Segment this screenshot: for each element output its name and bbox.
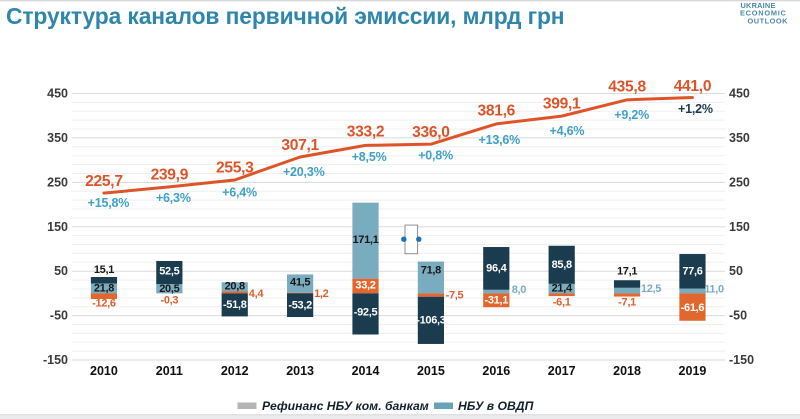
svg-text:20,5: 20,5 xyxy=(159,283,179,295)
svg-text:-51,8: -51,8 xyxy=(223,299,247,311)
svg-text:255,3: 255,3 xyxy=(216,159,254,176)
svg-text:2013: 2013 xyxy=(286,364,314,378)
svg-text:+0,8%: +0,8% xyxy=(418,149,453,163)
svg-text:441,0: 441,0 xyxy=(674,78,712,95)
svg-text:2017: 2017 xyxy=(548,364,576,378)
svg-text:150: 150 xyxy=(729,220,750,234)
svg-text:-12,6: -12,6 xyxy=(92,298,116,310)
svg-text:+1,2%: +1,2% xyxy=(678,102,713,116)
svg-text:+13,6%: +13,6% xyxy=(479,133,521,147)
svg-text:11,0: 11,0 xyxy=(704,284,724,296)
svg-text:150: 150 xyxy=(47,220,68,234)
svg-text:2014: 2014 xyxy=(352,364,380,378)
svg-text:-61,6: -61,6 xyxy=(681,302,705,314)
svg-text:52,5: 52,5 xyxy=(159,266,179,278)
svg-text:+6,4%: +6,4% xyxy=(222,186,257,200)
svg-text:225,7: 225,7 xyxy=(85,173,123,190)
svg-text:17,1: 17,1 xyxy=(617,266,637,278)
svg-text:-53,2: -53,2 xyxy=(288,299,312,311)
svg-text:2010: 2010 xyxy=(90,364,118,378)
svg-text:-7,5: -7,5 xyxy=(446,290,464,302)
svg-text:2012: 2012 xyxy=(221,364,249,378)
svg-text:8,0: 8,0 xyxy=(512,284,527,296)
svg-text:+9,2%: +9,2% xyxy=(614,108,649,122)
svg-text:381,6: 381,6 xyxy=(478,103,516,120)
svg-text:333,2: 333,2 xyxy=(347,124,385,141)
svg-text:435,8: 435,8 xyxy=(608,79,646,96)
svg-text:450: 450 xyxy=(729,87,750,101)
svg-text:-7,1: -7,1 xyxy=(618,296,636,308)
svg-text:71,8: 71,8 xyxy=(421,265,441,277)
svg-text:UKRAINE: UKRAINE xyxy=(741,1,776,10)
svg-text:Рефинанс НБУ ком. банкам: Рефинанс НБУ ком. банкам xyxy=(262,399,429,413)
svg-text:OUTLOOK: OUTLOOK xyxy=(748,16,789,25)
svg-text:-92,5: -92,5 xyxy=(354,307,378,319)
svg-text:-0,3: -0,3 xyxy=(160,294,178,306)
svg-text:250: 250 xyxy=(47,175,68,189)
svg-text:2011: 2011 xyxy=(156,364,183,378)
svg-text:12,5: 12,5 xyxy=(641,283,661,295)
svg-text:239,9: 239,9 xyxy=(151,167,189,184)
svg-text:-150: -150 xyxy=(729,353,754,367)
svg-text:2015: 2015 xyxy=(417,364,445,378)
svg-text:33,2: 33,2 xyxy=(355,280,375,292)
svg-text:2019: 2019 xyxy=(679,364,707,378)
svg-text:399,1: 399,1 xyxy=(543,96,581,113)
svg-text:+6,3%: +6,3% xyxy=(156,191,191,205)
svg-text:50: 50 xyxy=(54,264,68,278)
svg-text:2016: 2016 xyxy=(482,364,510,378)
svg-text:1,2: 1,2 xyxy=(314,288,329,300)
svg-text:-150: -150 xyxy=(43,353,68,367)
svg-text:21,8: 21,8 xyxy=(94,282,114,294)
svg-text:77,6: 77,6 xyxy=(682,265,702,277)
svg-text:+8,5%: +8,5% xyxy=(352,150,387,164)
svg-text:336,0: 336,0 xyxy=(412,124,450,141)
svg-text:-50: -50 xyxy=(50,309,68,323)
svg-text:85,8: 85,8 xyxy=(552,259,572,271)
svg-text:41,5: 41,5 xyxy=(290,277,310,289)
svg-text:250: 250 xyxy=(729,175,750,189)
svg-text:+4,6%: +4,6% xyxy=(549,124,584,138)
svg-text:Структура каналов первичной эм: Структура каналов первичной эмиссии, млр… xyxy=(6,3,564,29)
svg-text:ECONOMIC: ECONOMIC xyxy=(740,9,787,18)
svg-text:450: 450 xyxy=(47,87,68,101)
svg-text:350: 350 xyxy=(47,131,68,145)
svg-text:+15,8%: +15,8% xyxy=(88,196,130,210)
svg-text:20,8: 20,8 xyxy=(225,280,245,292)
svg-text:НБУ в ОВДП: НБУ в ОВДП xyxy=(458,399,534,413)
svg-text:350: 350 xyxy=(729,131,750,145)
svg-text:50: 50 xyxy=(729,264,743,278)
svg-text:171,1: 171,1 xyxy=(352,234,378,246)
svg-text:-50: -50 xyxy=(729,309,747,323)
svg-text:15,1: 15,1 xyxy=(94,264,114,276)
svg-text:-6,1: -6,1 xyxy=(553,297,571,309)
svg-text:-106,3: -106,3 xyxy=(416,314,446,326)
svg-text:2018: 2018 xyxy=(613,364,641,378)
svg-text:+20,3%: +20,3% xyxy=(283,165,325,179)
svg-text:4,4: 4,4 xyxy=(249,288,265,300)
svg-text:96,4: 96,4 xyxy=(486,262,507,274)
svg-text:21,4: 21,4 xyxy=(552,283,573,295)
svg-text:-31,1: -31,1 xyxy=(485,294,509,306)
svg-text:307,1: 307,1 xyxy=(281,137,319,154)
